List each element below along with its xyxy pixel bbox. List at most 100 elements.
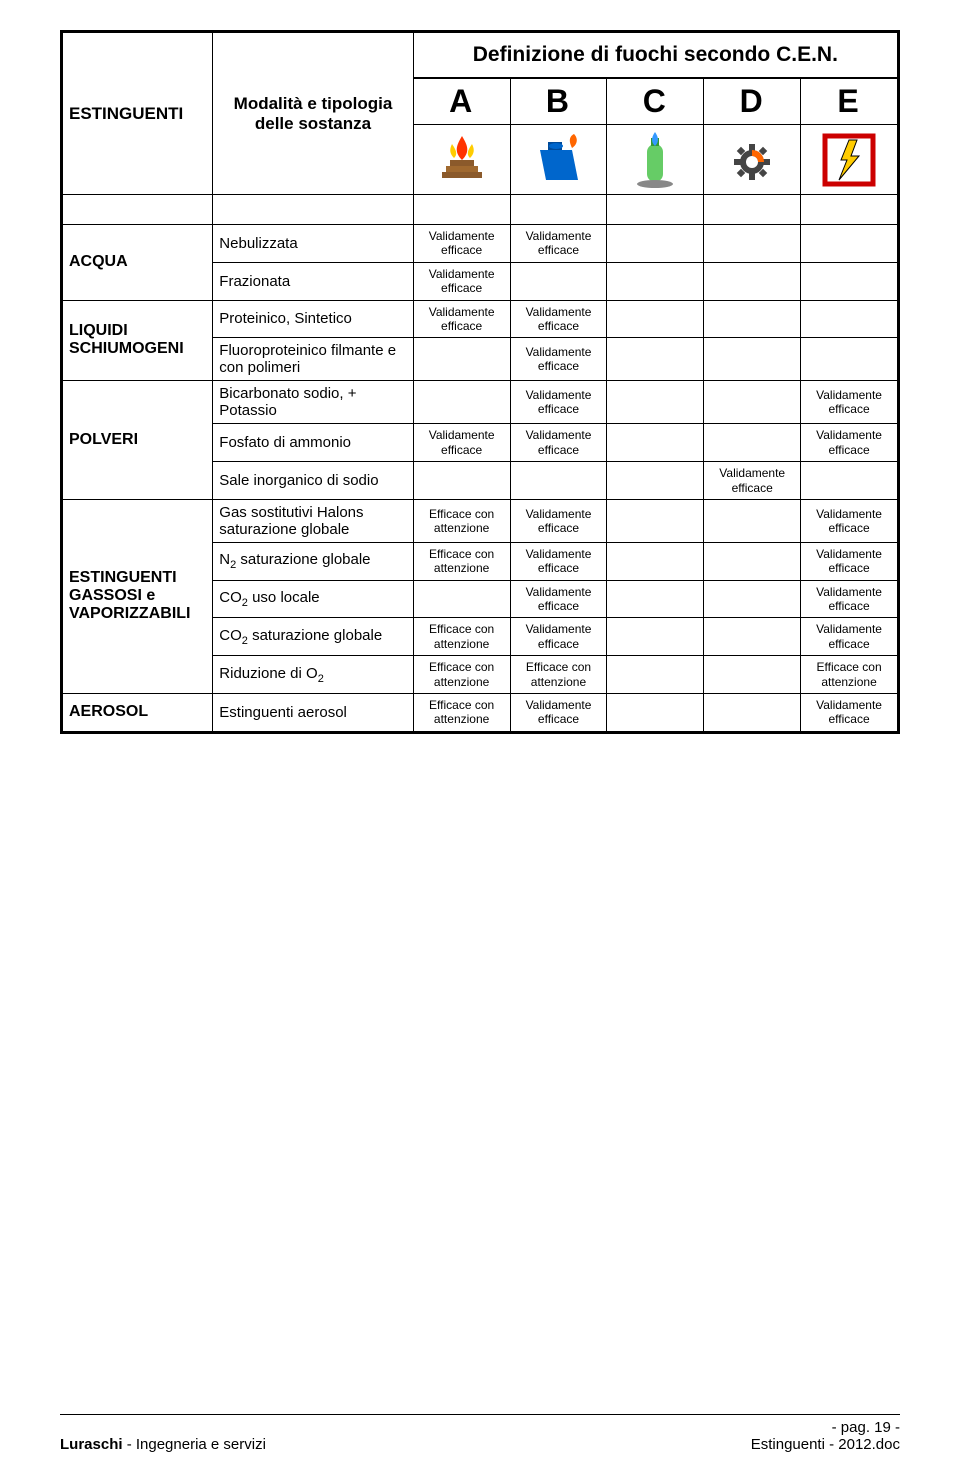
modality-label: Frazionata [213,262,413,300]
efficacy-cell [801,262,898,300]
table-row: ACQUANebulizzataValidamente efficaceVali… [63,225,898,263]
efficacy-cell: Validamente efficace [510,300,607,338]
modality-label: CO2 uso locale [213,580,413,618]
efficacy-cell [801,338,898,381]
efficacy-cell [704,338,801,381]
modality-label: CO2 saturazione globale [213,618,413,656]
col-letter-D: D [704,78,801,125]
modality-label: Nebulizzata [213,225,413,263]
modality-label: Estinguenti aerosol [213,694,413,732]
efficacy-cell: Validamente efficace [510,424,607,462]
efficacy-cell: Validamente efficace [801,542,898,580]
fire-classification-table: ESTINGUENTI Modalità e tipologia delle s… [62,32,898,732]
efficacy-cell: Validamente efficace [704,462,801,500]
efficacy-cell [413,381,510,424]
efficacy-cell [607,424,704,462]
header-estinguenti: ESTINGUENTI [63,33,213,195]
category-label: ACQUA [63,225,213,301]
page-footer: - pag. 19 - Luraschi - Ingegneria e serv… [60,1414,900,1453]
modality-label: Proteinico, Sintetico [213,300,413,338]
table-row: LIQUIDI SCHIUMOGENIProteinico, Sintetico… [63,300,898,338]
footer-page: - pag. 19 - [832,1419,900,1436]
fire-class-E-icon [801,125,898,195]
modality-label: Riduzione di O2 [213,656,413,694]
table-row: AEROSOLEstinguenti aerosolEfficace con a… [63,694,898,732]
efficacy-cell [607,618,704,656]
efficacy-cell: Validamente efficace [510,542,607,580]
efficacy-cell [801,300,898,338]
efficacy-cell: Efficace con attenzione [510,656,607,694]
header-modalita: Modalità e tipologia delle sostanza [213,33,413,195]
category-label: AEROSOL [63,694,213,732]
efficacy-cell [413,338,510,381]
modality-label: Gas sostitutivi Halons saturazione globa… [213,499,413,542]
fire-class-C-icon [607,125,704,195]
efficacy-cell: Efficace con attenzione [413,656,510,694]
efficacy-cell [607,300,704,338]
efficacy-cell: Validamente efficace [413,262,510,300]
efficacy-cell [801,225,898,263]
efficacy-cell [607,542,704,580]
efficacy-cell [704,225,801,263]
modality-label: Sale inorganico di sodio [213,462,413,500]
efficacy-cell [704,381,801,424]
modality-label: Bicarbonato sodio, + Potassio [213,381,413,424]
efficacy-cell [413,462,510,500]
modality-label: N2 saturazione globale [213,542,413,580]
category-label: LIQUIDI SCHIUMOGENI [63,300,213,381]
efficacy-cell: Validamente efficace [801,694,898,732]
col-letter-E: E [801,78,898,125]
efficacy-cell [704,300,801,338]
efficacy-cell: Validamente efficace [510,499,607,542]
fire-class-D-icon [704,125,801,195]
efficacy-cell [607,225,704,263]
efficacy-cell [704,542,801,580]
fire-class-A-icon [413,125,510,195]
efficacy-cell: Efficace con attenzione [801,656,898,694]
table-row: POLVERIBicarbonato sodio, + PotassioVali… [63,381,898,424]
efficacy-cell [704,618,801,656]
efficacy-cell [801,462,898,500]
efficacy-cell: Efficace con attenzione [413,618,510,656]
table-row: ESTINGUENTI GASSOSI e VAPORIZZABILIGas s… [63,499,898,542]
efficacy-cell: Efficace con attenzione [413,499,510,542]
efficacy-cell: Validamente efficace [801,618,898,656]
footer-left: Luraschi - Ingegneria e servizi [60,1436,266,1453]
efficacy-cell [704,424,801,462]
table-title: Definizione di fuochi secondo C.E.N. [413,33,897,79]
col-letter-C: C [607,78,704,125]
efficacy-cell [607,499,704,542]
category-label: POLVERI [63,381,213,500]
modality-label: Fluoroproteinico filmante e con polimeri [213,338,413,381]
efficacy-cell: Validamente efficace [413,225,510,263]
efficacy-cell: Validamente efficace [510,580,607,618]
col-letter-B: B [510,78,607,125]
efficacy-cell: Validamente efficace [510,381,607,424]
efficacy-cell: Efficace con attenzione [413,694,510,732]
efficacy-cell: Validamente efficace [413,424,510,462]
col-letter-A: A [413,78,510,125]
efficacy-cell: Validamente efficace [510,694,607,732]
efficacy-cell [704,656,801,694]
efficacy-cell: Validamente efficace [510,338,607,381]
fire-class-B-icon [510,125,607,195]
efficacy-cell [607,694,704,732]
efficacy-cell: Validamente efficace [801,580,898,618]
efficacy-cell [413,580,510,618]
efficacy-cell [510,262,607,300]
efficacy-cell: Validamente efficace [801,424,898,462]
efficacy-cell: Validamente efficace [413,300,510,338]
efficacy-cell: Validamente efficace [510,618,607,656]
main-table-container: ESTINGUENTI Modalità e tipologia delle s… [60,30,900,734]
category-label: ESTINGUENTI GASSOSI e VAPORIZZABILI [63,499,213,693]
efficacy-cell [607,462,704,500]
efficacy-cell: Efficace con attenzione [413,542,510,580]
efficacy-cell: Validamente efficace [510,225,607,263]
efficacy-cell [607,656,704,694]
efficacy-cell [704,580,801,618]
efficacy-cell [510,462,607,500]
efficacy-cell [607,580,704,618]
efficacy-cell [607,381,704,424]
efficacy-cell: Validamente efficace [801,499,898,542]
efficacy-cell [704,499,801,542]
